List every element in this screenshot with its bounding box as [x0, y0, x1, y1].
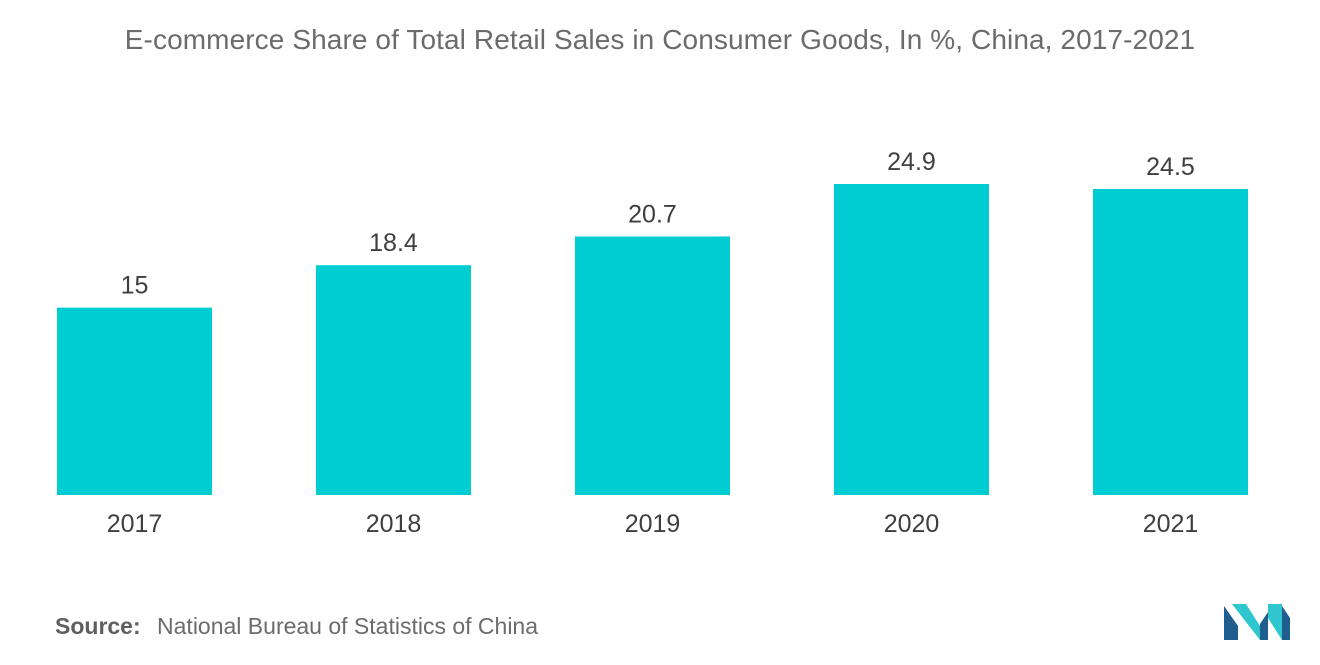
- x-tick-label-2020: 2020: [884, 510, 940, 538]
- x-tick-label-2018: 2018: [366, 510, 422, 538]
- source-note: Source: National Bureau of Statistics of…: [55, 613, 538, 640]
- bar-2019: [575, 236, 730, 495]
- data-label-2019: 20.7: [628, 200, 677, 228]
- bar-2021: [1093, 188, 1248, 496]
- source-text: National Bureau of Statistics of China: [157, 613, 539, 639]
- data-label-2020: 24.9: [887, 148, 936, 176]
- mordor-intelligence-logo-icon: [1224, 604, 1290, 640]
- x-tick-label-2019: 2019: [625, 510, 681, 538]
- x-tick-label-2021: 2021: [1143, 510, 1199, 538]
- source-label: Source:: [55, 613, 141, 639]
- chart-title: E-commerce Share of Total Retail Sales i…: [124, 24, 1196, 55]
- data-label-2018: 18.4: [369, 229, 418, 257]
- bar-2018: [316, 265, 471, 495]
- bar-2020: [834, 184, 989, 495]
- bar-2017: [57, 307, 212, 495]
- x-tick-label-2017: 2017: [107, 510, 163, 538]
- data-label-2021: 24.5: [1146, 153, 1195, 181]
- data-label-2017: 15: [121, 272, 149, 300]
